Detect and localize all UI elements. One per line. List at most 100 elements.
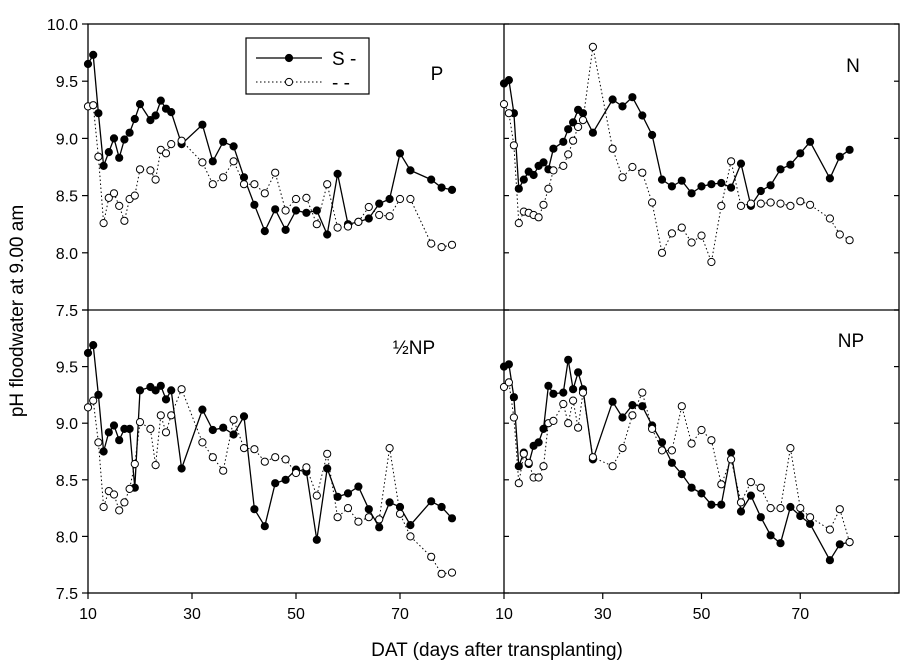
data-point-dash — [120, 216, 129, 225]
data-point-dash — [130, 459, 139, 469]
y-tick-label: 9.0 — [56, 416, 78, 433]
data-point-dash — [559, 399, 568, 409]
data-point-dash — [260, 189, 269, 198]
data-point-s — [167, 386, 176, 395]
x-axis-title: DAT (days after transplanting) — [371, 640, 623, 661]
y-tick-label: 8.0 — [56, 529, 78, 546]
data-point-dash — [385, 212, 394, 221]
data-point-dash — [776, 504, 785, 513]
data-point-dash — [806, 513, 815, 522]
data-point-dash — [447, 240, 457, 249]
data-point-s — [534, 438, 543, 447]
data-point-s — [104, 148, 113, 157]
data-point-s — [648, 130, 657, 140]
data-point-s — [559, 388, 568, 397]
data-point-dash — [437, 569, 446, 578]
x-tick-label: 50 — [693, 606, 711, 623]
data-point-s — [375, 199, 384, 208]
data-point-s — [564, 125, 573, 134]
data-point-dash — [312, 491, 321, 500]
legend: S - - - — [245, 37, 370, 95]
data-point-dash — [94, 152, 103, 161]
data-point-s — [509, 393, 519, 402]
data-point-s — [504, 360, 513, 369]
y-axis-title: pH floodwater at 9.00 am — [7, 205, 28, 417]
data-point-s — [281, 225, 290, 234]
data-point-dash — [354, 217, 363, 226]
data-point-dash — [796, 504, 805, 513]
data-point-s — [437, 502, 446, 512]
data-point-s — [574, 368, 583, 377]
data-point-s — [406, 521, 415, 530]
data-point-dash — [628, 162, 637, 172]
data-point-s — [736, 507, 746, 516]
data-point-s — [618, 102, 627, 111]
data-point-dash — [578, 388, 588, 397]
data-point-s — [776, 165, 785, 174]
data-point-s — [618, 413, 627, 422]
series-layer — [83, 42, 854, 578]
data-point-dash — [756, 483, 765, 492]
data-point-dash — [618, 173, 627, 182]
data-point-dash — [727, 455, 736, 464]
data-point-dash — [375, 515, 384, 524]
data-point-s — [239, 173, 249, 182]
data-point-dash — [717, 201, 726, 210]
data-point-s — [447, 185, 457, 194]
data-point-dash — [161, 149, 171, 158]
data-point-dash — [385, 444, 394, 453]
y-tick-label: 9.5 — [56, 74, 78, 91]
data-point-s — [766, 531, 775, 540]
data-point-dash — [588, 453, 598, 462]
data-point-dash — [333, 223, 342, 232]
data-point-s — [271, 205, 280, 214]
data-point-dash — [177, 385, 186, 394]
data-point-s — [796, 149, 805, 158]
data-point-dash — [375, 210, 384, 220]
data-point-dash — [628, 411, 637, 420]
data-point-s — [736, 159, 746, 168]
data-point-dash — [697, 425, 706, 435]
data-point-dash — [406, 194, 415, 204]
y-tick-label: 7.5 — [56, 586, 78, 603]
data-point-s — [707, 500, 716, 509]
data-point-s — [333, 169, 342, 178]
data-point-dash — [437, 243, 446, 252]
data-point-s — [208, 425, 217, 435]
x-tick-label: 10 — [495, 606, 513, 623]
data-point-s — [776, 539, 785, 548]
series-line-s-panel-3 — [503, 359, 850, 562]
data-point-s — [786, 502, 795, 512]
data-point-dash — [291, 194, 301, 204]
y-tick-label: 8.0 — [56, 246, 78, 263]
data-point-s — [835, 540, 844, 549]
data-point-dash — [825, 525, 835, 534]
legend-marker-dash — [284, 77, 294, 87]
data-point-dash — [198, 158, 207, 167]
data-point-s — [746, 491, 756, 500]
data-point-s — [697, 489, 706, 498]
data-point-dash — [657, 248, 667, 257]
data-point-s — [120, 135, 129, 144]
data-point-dash — [229, 157, 238, 166]
data-point-s — [608, 397, 617, 406]
data-point-s — [260, 522, 269, 531]
data-point-s — [323, 464, 332, 473]
data-point-dash — [539, 200, 548, 209]
data-point-s — [250, 200, 259, 209]
data-point-dash — [776, 199, 785, 208]
panel-label-p: P — [431, 64, 444, 85]
data-point-s — [667, 458, 677, 467]
data-point-s — [83, 348, 93, 358]
data-point-s — [109, 421, 119, 430]
data-point-dash — [569, 396, 578, 405]
data-point-s — [835, 152, 844, 161]
data-point-dash — [845, 236, 854, 245]
data-point-s — [667, 182, 677, 191]
data-point-s — [271, 479, 280, 488]
data-point-s — [569, 118, 578, 127]
data-point-dash — [514, 479, 523, 488]
data-point-s — [657, 175, 667, 184]
data-point-dash — [539, 462, 548, 471]
data-point-s — [208, 157, 217, 166]
